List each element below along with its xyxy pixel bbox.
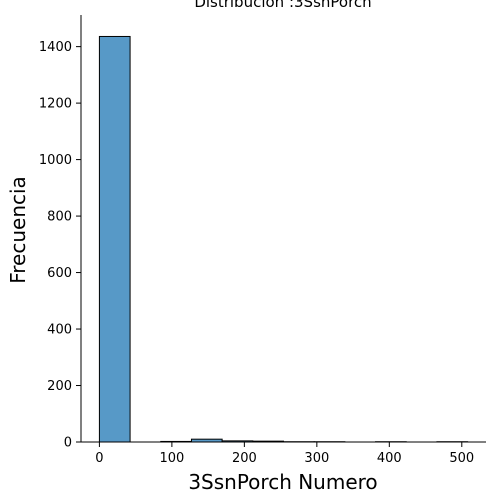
histogram-bar-0 <box>98 35 131 443</box>
y-axis-ticks: 0 200 400 600 800 1000 1200 1400 <box>39 40 81 451</box>
x-axis-label: 3SsnPorch Numero <box>188 470 377 494</box>
y-tick-label: 200 <box>47 379 72 394</box>
histogram-bars <box>98 35 469 443</box>
x-tick-label: 400 <box>377 451 402 466</box>
y-tick-label: 1200 <box>39 97 72 112</box>
x-tick-label: 0 <box>95 451 103 466</box>
x-tick-label: 200 <box>232 451 257 466</box>
chart-title: Distribucion :3SsnPorch <box>194 0 371 11</box>
x-tick-label: 500 <box>449 451 474 466</box>
y-tick-label: 600 <box>47 266 72 281</box>
y-tick-label: 1000 <box>39 153 72 168</box>
y-axis-label: Frecuencia <box>6 176 30 284</box>
y-tick-label: 0 <box>64 436 72 451</box>
x-tick-label: 300 <box>304 451 329 466</box>
x-axis-ticks: 0 100 200 300 400 500 <box>95 442 474 466</box>
y-tick-label: 400 <box>47 323 72 338</box>
y-tick-label: 800 <box>47 210 72 225</box>
y-tick-label: 1400 <box>39 40 72 55</box>
x-tick-label: 100 <box>159 451 184 466</box>
